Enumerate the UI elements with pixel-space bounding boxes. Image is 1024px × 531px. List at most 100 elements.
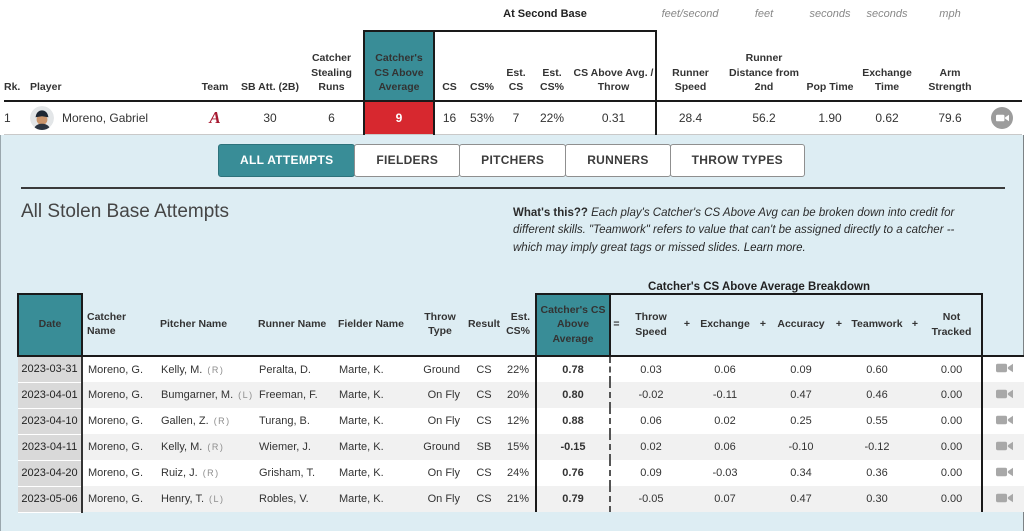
- video-camera-button[interactable]: [996, 492, 1014, 504]
- video-camera-button[interactable]: [996, 362, 1014, 374]
- cell-date: 2023-04-20: [18, 460, 83, 487]
- breakdown-caption-row: Catcher's CS Above Average Breakdown: [18, 273, 1024, 294]
- cell-video: [982, 434, 1024, 461]
- cell-fielder: Marte, K.: [334, 408, 414, 435]
- cell-plus: [680, 486, 694, 513]
- pitcher-hand: (R): [202, 468, 220, 479]
- cell-plus: [832, 355, 846, 383]
- cell-video: [982, 486, 1024, 513]
- cell-plus: [756, 382, 770, 409]
- cell-result: CS: [466, 486, 502, 513]
- cell-ccsaa: 0.79: [535, 486, 610, 513]
- equals-sign: =: [610, 292, 622, 357]
- cell-video: [982, 382, 1024, 409]
- tab-fielders[interactable]: FIELDERS: [354, 144, 461, 177]
- units-row: At Second Base feet/second feet seconds …: [4, 2, 1022, 31]
- cell-eq: [609, 486, 622, 513]
- cell-throw-speed: 0.02: [622, 434, 680, 461]
- col-sb-att: SB Att. (2B): [241, 80, 299, 93]
- col-catcher-stealing-runs: Catcher Stealing Runs: [311, 52, 352, 93]
- video-camera-button[interactable]: [996, 466, 1014, 478]
- cell-not-tracked: 0.00: [922, 434, 984, 461]
- cell-plus: [908, 486, 922, 513]
- unit-pop-time: seconds: [809, 8, 851, 20]
- cell-catcher: Moreno, G.: [82, 460, 156, 487]
- cell-runner: Peralta, D.: [254, 355, 334, 383]
- cell-est-cs-pct: 21%: [502, 486, 536, 513]
- tab-all-attempts[interactable]: ALL ATTEMPTS: [218, 144, 356, 177]
- cell-not-tracked: 0.00: [922, 460, 984, 487]
- cell-video: [982, 355, 1024, 383]
- cell-accuracy: 0.09: [770, 355, 832, 383]
- col-pop-time: Pop Time: [806, 80, 854, 93]
- cell-est-cs-pct: 20%: [502, 382, 536, 409]
- tab-divider: [21, 187, 1005, 189]
- plus-sign: +: [680, 292, 694, 357]
- cell-video: [982, 460, 1024, 487]
- col-est-cs-pct: Est. CS%: [502, 293, 536, 357]
- cell-plus: [756, 408, 770, 435]
- unit-exchange-time: seconds: [866, 8, 908, 20]
- plus-sign: +: [908, 292, 922, 357]
- cell-pitcher: Henry, T. (L): [156, 486, 254, 513]
- cell-pitcher: Kelly, M. (R): [156, 434, 254, 461]
- cell-pop-time: 1.90: [804, 100, 856, 135]
- cell-plus: [680, 408, 694, 435]
- cell-result: CS: [466, 355, 502, 383]
- cell-catcher: Moreno, G.: [82, 486, 156, 513]
- page-title: All Stolen Base Attempts: [21, 201, 230, 222]
- tab-runners[interactable]: RUNNERS: [565, 144, 671, 177]
- tab-pitchers[interactable]: PITCHERS: [459, 144, 567, 177]
- cell-eq: [609, 460, 622, 487]
- cell-ccsaa: 0.76: [535, 460, 610, 487]
- cell-plus: [680, 382, 694, 409]
- col-accuracy: Accuracy: [770, 292, 832, 357]
- section-head: All Stolen Base Attempts What's this?? E…: [1, 189, 1023, 257]
- unit-runner-distance: feet: [754, 8, 774, 20]
- cell-plus: [908, 355, 922, 383]
- table-row: 2023-04-11 Moreno, G. Kelly, M. (R) Wieme…: [18, 434, 1024, 461]
- cell-teamwork: 0.36: [846, 460, 908, 487]
- tab-bar: ALL ATTEMPTS FIELDERS PITCHERS RUNNERS T…: [1, 144, 1023, 177]
- cell-throw-type: Ground: [414, 434, 466, 461]
- leaderboard-player-row: 1 Moreno, Gabriel A 30 6 9 16 53% 7 22%: [4, 100, 1022, 135]
- leaderboard-header-row: Rk. Player Team SB Att. (2B) Catcher Ste…: [4, 30, 1022, 101]
- cell-plus: [756, 434, 770, 461]
- cell-plus: [832, 486, 846, 513]
- plus-sign: +: [832, 292, 846, 357]
- cell-ccsaa: 0.88: [535, 408, 610, 435]
- col-date: Date: [17, 292, 83, 357]
- cell-exchange: -0.11: [694, 382, 756, 409]
- cell-pitcher: Gallen, Z. (R): [156, 408, 254, 435]
- leaderboard-section: At Second Base feet/second feet seconds …: [0, 0, 1024, 135]
- col-runner-speed: Runner Speed: [672, 66, 709, 93]
- video-camera-button[interactable]: [996, 440, 1014, 452]
- cell-est-cs-pct: 24%: [502, 460, 536, 487]
- cell-throw-type: On Fly: [414, 460, 466, 487]
- breakdown-table: Catcher's CS Above Average Breakdown Dat…: [17, 273, 1024, 513]
- col-est-cs-pct: Est. CS%: [532, 30, 572, 101]
- cell-teamwork: 0.55: [846, 408, 908, 435]
- cell-not-tracked: 0.00: [922, 382, 984, 409]
- table-row: 2023-04-01 Moreno, G. Bumgarner, M. (L) F…: [18, 382, 1024, 409]
- col-team: Team: [201, 80, 229, 93]
- plus-sign: +: [756, 292, 770, 357]
- cell-est-cs-pct: 22%: [532, 100, 572, 135]
- cell-date: 2023-04-01: [18, 382, 83, 409]
- pitcher-hand: (L): [209, 494, 225, 505]
- video-camera-button[interactable]: [996, 388, 1014, 400]
- tab-throw-types[interactable]: THROW TYPES: [669, 144, 805, 177]
- col-runner-name: Runner Name: [254, 293, 334, 357]
- cell-rk: 1: [4, 100, 30, 135]
- video-camera-button[interactable]: [991, 107, 1013, 129]
- cell-throw-type: On Fly: [414, 486, 466, 513]
- col-result: Result: [466, 293, 502, 357]
- cell-date: 2023-04-11: [18, 434, 83, 461]
- learn-more-link[interactable]: Learn more.: [743, 241, 806, 254]
- cell-exchange: 0.06: [694, 434, 756, 461]
- video-camera-button[interactable]: [996, 414, 1014, 426]
- whats-this-note: What's this?? Each play's Catcher's CS A…: [513, 205, 965, 257]
- col-fielder-name: Fielder Name: [334, 293, 414, 357]
- cell-plus: [908, 434, 922, 461]
- cell-accuracy: 0.47: [770, 486, 832, 513]
